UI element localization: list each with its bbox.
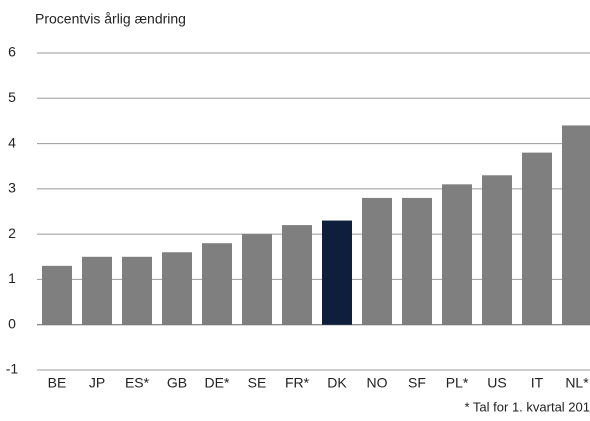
bar: [82, 256, 112, 325]
x-tick-label: NL*: [565, 375, 589, 391]
x-tick-label: DE*: [205, 375, 230, 391]
x-tick-label: IT: [531, 375, 544, 391]
y-tick-label: 1: [8, 270, 16, 286]
bar: [42, 265, 72, 325]
x-tick-label: BE: [48, 375, 67, 391]
bar: [322, 220, 352, 325]
footnote: * Tal for 1. kvartal 201: [465, 399, 590, 414]
bar: [282, 225, 312, 325]
x-tick-label: PL*: [446, 375, 469, 391]
bar: [442, 184, 472, 325]
x-tick-label: DK: [327, 375, 347, 391]
bar: [482, 175, 512, 325]
x-tick-label: SE: [248, 375, 267, 391]
bar: [362, 197, 392, 325]
y-tick-label: 0: [8, 315, 16, 331]
bar: [162, 252, 192, 325]
bar: [202, 243, 232, 325]
bar: [242, 234, 272, 325]
x-tick-label: JP: [89, 375, 105, 391]
x-tick-label: GB: [167, 375, 187, 391]
y-tick-label: 4: [8, 134, 16, 150]
x-tick-label: ES*: [125, 375, 150, 391]
bar: [522, 152, 552, 325]
y-tick-label: 5: [8, 89, 16, 105]
y-tick-label: 3: [8, 180, 16, 196]
x-tick-label: FR*: [285, 375, 310, 391]
x-tick-label: NO: [367, 375, 388, 391]
axis-label: Procentvis årlig ændring: [35, 11, 186, 27]
x-tick-label: SF: [408, 375, 426, 391]
bar: [402, 197, 432, 325]
bar: [122, 256, 152, 325]
y-tick-label: -1: [6, 361, 19, 377]
y-tick-label: 6: [8, 44, 16, 60]
y-tick-label: 2: [8, 225, 16, 241]
bar: [562, 125, 590, 325]
x-tick-label: US: [487, 375, 506, 391]
